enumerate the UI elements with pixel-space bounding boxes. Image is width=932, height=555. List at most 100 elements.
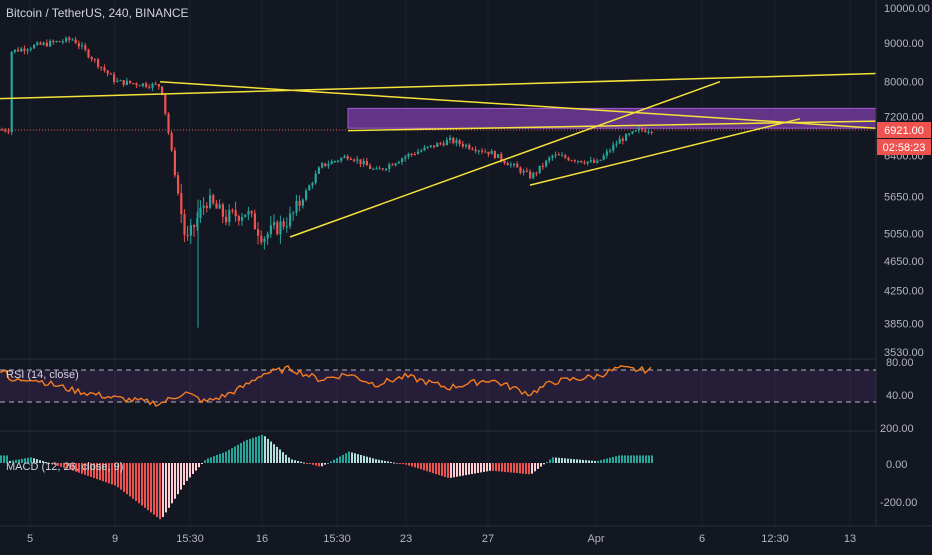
candle-body <box>324 163 327 166</box>
trendlines <box>0 72 877 238</box>
macd-bar <box>561 458 563 463</box>
rsi-band-fill <box>0 370 876 402</box>
macd-bar <box>330 461 332 463</box>
candle-body <box>234 210 237 217</box>
price-tick: 5650.00 <box>884 192 924 204</box>
trendline[interactable] <box>289 81 721 238</box>
macd-bar <box>267 438 269 463</box>
candle-body <box>436 143 439 147</box>
macd-bar <box>471 463 473 475</box>
macd-bar <box>153 463 155 515</box>
macd-bar <box>477 463 479 473</box>
macd-bar <box>108 463 110 484</box>
trendline[interactable] <box>0 72 877 100</box>
candle-body <box>177 175 180 194</box>
macd-bar <box>609 457 611 463</box>
macd-bar <box>486 463 488 472</box>
trendline[interactable] <box>159 80 877 129</box>
candle-body <box>247 211 250 215</box>
candle-body <box>225 216 228 223</box>
candle-body <box>557 154 560 156</box>
price-tick: 8000.00 <box>884 77 924 89</box>
macd-bar <box>156 463 158 517</box>
macd-bar <box>468 463 470 475</box>
macd-bar <box>75 463 77 472</box>
candle-body <box>445 139 448 146</box>
macd-bar <box>102 463 104 482</box>
candle-body <box>77 43 80 47</box>
macd-bar <box>60 463 62 467</box>
candle-body <box>10 51 13 133</box>
candle-body <box>260 235 263 243</box>
candle-body <box>209 195 212 208</box>
macd-bar <box>300 461 302 463</box>
candle-body <box>343 156 346 158</box>
candle-body <box>81 45 84 47</box>
candle-body <box>186 234 189 236</box>
candle-body <box>372 168 375 170</box>
candle-body <box>353 159 356 161</box>
candle-body <box>49 40 52 47</box>
candle-body <box>375 168 378 170</box>
candle-body <box>122 80 125 85</box>
candle-body <box>385 168 388 170</box>
macd-bar <box>93 463 95 479</box>
candle-body <box>433 145 436 147</box>
macd-bar <box>375 459 377 463</box>
macd-bar <box>264 436 266 463</box>
macd-bar <box>24 458 26 463</box>
macd-bar <box>246 439 248 463</box>
candle-body <box>397 161 400 164</box>
macd-bar <box>291 459 293 463</box>
macd-bar <box>306 463 308 464</box>
candle-body <box>599 159 602 161</box>
macd-bar <box>528 463 530 475</box>
macd-bar <box>603 459 605 463</box>
trendline[interactable] <box>529 118 801 186</box>
macd-bar <box>372 458 374 463</box>
macd-bar <box>99 463 101 481</box>
macd-bar <box>87 463 89 476</box>
macd-bar <box>417 463 419 469</box>
macd-bar <box>183 463 185 486</box>
macd-bar <box>312 463 314 465</box>
macd-bar <box>120 463 122 490</box>
macd-label[interactable]: MACD (12, 26, close, 9) <box>6 461 123 473</box>
candle-body <box>218 204 221 209</box>
candle-body <box>423 147 426 151</box>
macd-bar <box>579 459 581 463</box>
macd-bar <box>453 463 455 478</box>
macd-bar <box>204 460 206 463</box>
macd-bar <box>321 463 323 467</box>
candle-body <box>273 222 276 226</box>
candle-body <box>68 37 71 40</box>
candle-body <box>202 205 205 208</box>
macd-bar <box>369 457 371 463</box>
candle-body <box>413 153 416 155</box>
candle-body <box>298 200 301 206</box>
candle-body <box>161 86 164 95</box>
trendline[interactable] <box>347 120 877 132</box>
macd-bar <box>228 449 230 463</box>
candle-body <box>228 210 231 223</box>
macd-bar <box>174 463 176 499</box>
macd-bar <box>537 463 539 469</box>
candle-body <box>157 84 160 87</box>
candle-body <box>586 161 589 164</box>
macd-bar <box>249 438 251 463</box>
time-axis[interactable]: 5 9 15:30 16 15:30 23 27 Apr 6 12:30 13 <box>27 533 856 545</box>
candle-body <box>253 213 256 230</box>
macd-bar <box>210 457 212 463</box>
price-tick: 4650.00 <box>884 256 924 268</box>
candle-body <box>257 229 260 236</box>
symbol-title[interactable]: Bitcoin / TetherUS, 240, BINANCE <box>6 6 189 20</box>
candle-body <box>321 163 324 168</box>
price-tick: 10000.00 <box>884 3 930 15</box>
macd-bar <box>435 463 437 475</box>
candle-body <box>621 138 624 141</box>
candle-body <box>628 133 631 135</box>
macd-bar <box>6 455 8 463</box>
candle-body <box>631 131 634 134</box>
rsi-label[interactable]: RSI (14, close) <box>6 369 79 381</box>
